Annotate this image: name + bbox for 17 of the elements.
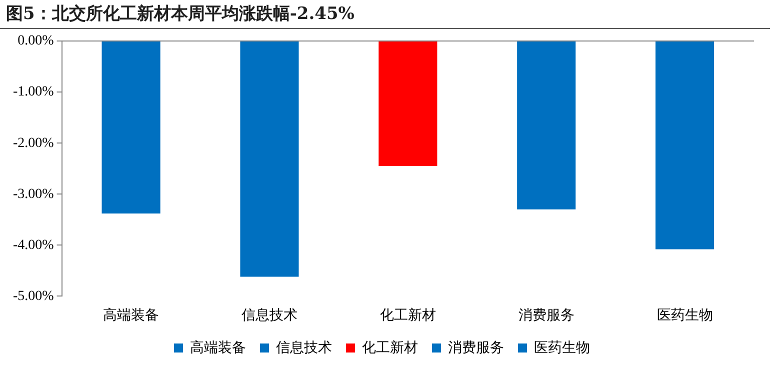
y-tick-label: -5.00% — [12, 288, 54, 304]
y-tick-label: -3.00% — [12, 186, 54, 202]
legend-label: 高端装备 — [190, 338, 246, 355]
legend-label: 消费服务 — [448, 338, 504, 355]
legend-label: 信息技术 — [276, 338, 332, 355]
y-tick-label: -1.00% — [12, 84, 54, 100]
legend-label: 医药生物 — [534, 338, 590, 355]
x-tick-label: 高端装备 — [103, 306, 160, 322]
x-tick-label: 化工新材 — [380, 306, 436, 322]
y-tick-label: 0.00% — [18, 34, 54, 49]
y-tick-label: -4.00% — [12, 238, 54, 253]
legend-label: 化工新材 — [362, 338, 418, 355]
chart-title: 图5：北交所化工新材本周平均涨跌幅-2.45% — [0, 0, 770, 29]
x-tick-label: 信息技术 — [241, 306, 298, 322]
y-tick-label: -2.00% — [12, 136, 54, 151]
x-tick-label: 消费服务 — [518, 306, 574, 322]
x-tick-label: 医药生物 — [656, 306, 713, 322]
